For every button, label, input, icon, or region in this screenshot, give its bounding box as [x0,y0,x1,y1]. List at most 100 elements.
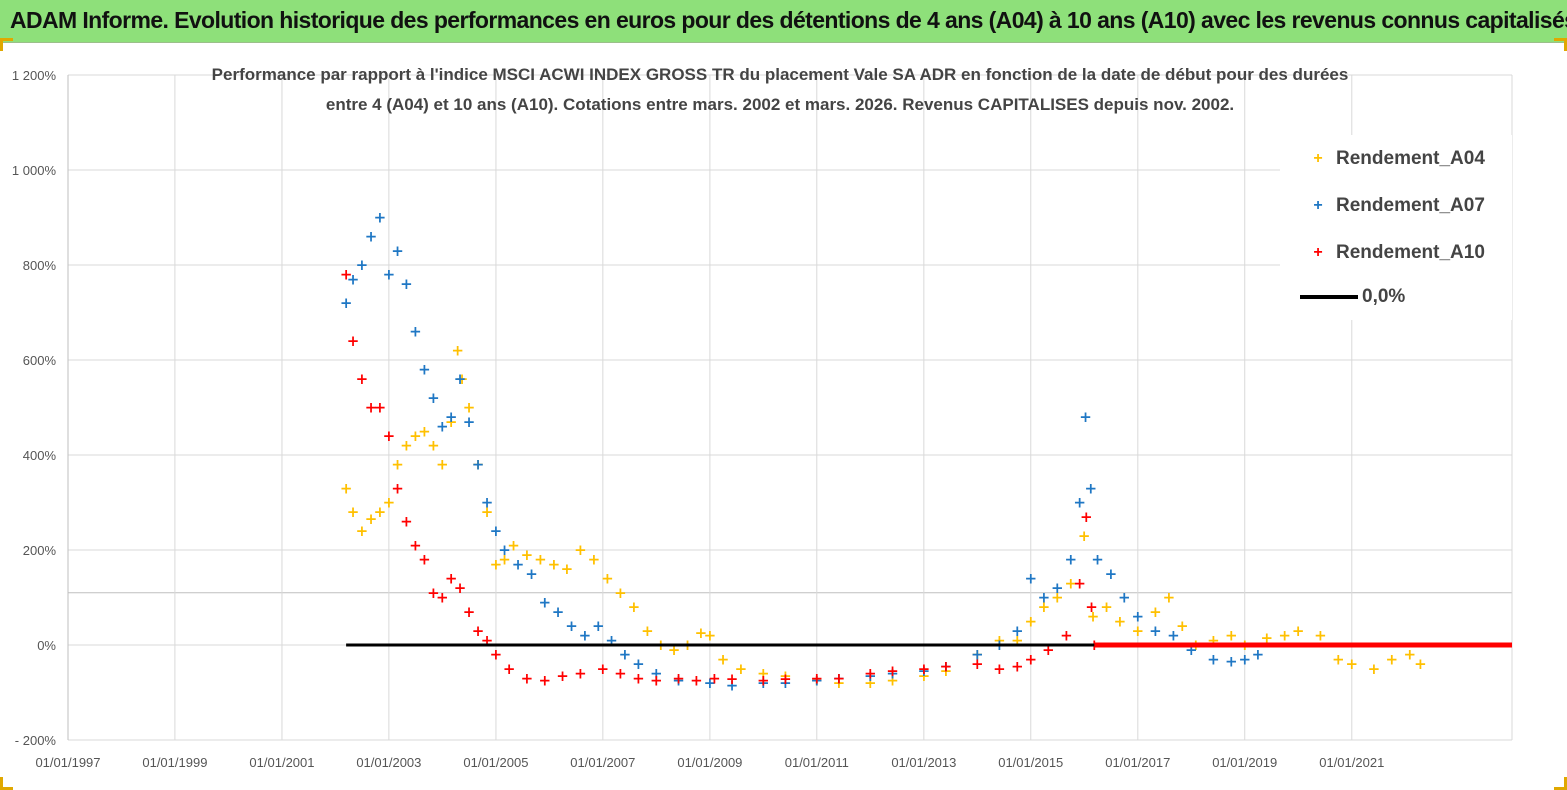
data-point-marker: + [490,555,503,573]
corner-mark [0,777,13,790]
data-point-marker: + [539,593,552,611]
data-point-marker: + [521,546,534,564]
data-point-marker: + [1163,589,1176,607]
data-point-marker: + [614,665,627,683]
data-point-marker: + [539,672,552,690]
data-point-marker: + [472,456,485,474]
x-tick-label: 01/01/2021 [1319,755,1384,770]
data-point-marker: + [347,503,360,521]
data-point-marker: + [1278,627,1291,645]
header-banner: ADAM Informe. Evolution historique des p… [0,0,1567,43]
data-point-marker: + [463,413,476,431]
data-point-marker: + [347,332,360,350]
x-tick-label: 01/01/2001 [249,755,314,770]
chart-title-line-2: entre 4 (A04) et 10 ans (A10). Cotations… [326,95,1234,114]
data-point-marker: + [454,579,467,597]
data-point-marker: + [971,655,984,673]
x-tick-label: 01/01/2007 [570,755,635,770]
data-point-marker: + [374,503,387,521]
data-point-marker: + [1060,627,1073,645]
data-point-marker: + [436,418,449,436]
data-point-marker: + [1207,650,1220,668]
data-point-marker: + [1024,612,1037,630]
plus-marker-icon: + [1313,244,1323,261]
data-point-marker: + [650,665,663,683]
data-point-marker: + [400,437,413,455]
chart-grid [67,74,1512,741]
series-rendement_a07: + + + + + + + + + + + + + + + + + + + + + + + + + + + + + + + + + + + + + + + +… [340,209,1264,695]
data-point-marker: + [427,389,440,407]
data-point-marker: + [1042,641,1055,659]
data-point-marker: + [1252,646,1265,664]
data-point-marker: + [1105,565,1118,583]
data-point-marker: + [383,494,396,512]
y-tick-label: - 200% [15,733,57,748]
legend-item-a07: + Rendement_A07 [1300,194,1485,218]
data-point-marker: + [1114,612,1127,630]
data-point-marker: + [340,479,353,497]
data-point-marker: + [503,660,516,678]
data-point-marker: + [695,624,708,642]
data-point-marker: + [391,456,404,474]
data-point-marker: + [690,672,703,690]
data-point-marker: + [1149,603,1162,621]
data-point-marker: + [383,266,396,284]
data-point-marker: + [864,667,877,685]
y-tick-label: 1 000% [12,163,57,178]
data-point-marker: + [534,551,547,569]
data-point-marker: + [400,513,413,531]
data-point-marker: + [1011,657,1024,675]
data-point-marker: + [556,667,569,685]
banner-title: ADAM Informe. Evolution historique des p… [10,7,1567,33]
data-point-marker: + [427,584,440,602]
data-point-marker: + [356,256,369,274]
data-point-marker: + [864,665,877,683]
data-point-marker: + [779,674,792,692]
data-point-marker: + [347,270,360,288]
data-point-marker: + [1091,551,1104,569]
data-point-marker: + [1414,655,1427,673]
data-point-marker: + [409,427,422,445]
y-tick-label: 400% [23,448,57,463]
data-point-marker: + [641,622,654,640]
data-point-marker: + [1038,589,1051,607]
data-point-marker: + [1038,598,1051,616]
data-point-marker: + [1080,508,1093,526]
data-point-marker: + [418,422,431,440]
data-point-marker: + [472,622,485,640]
data-point-marker: + [779,667,792,685]
data-point-marker: + [1024,650,1037,668]
data-point-marker: + [592,617,605,635]
y-tick-label: 800% [23,258,57,273]
data-point-marker: + [463,399,476,417]
x-tick-label: 01/01/2015 [998,755,1063,770]
series-rendement_a04: + + + + + + + + + + + + + + + + + + + + + + + + + + + + + + + + + + + + + + + +… [340,342,1427,693]
data-point-marker: + [833,674,846,692]
data-point-marker: + [552,603,565,621]
data-point-marker: + [1345,655,1358,673]
data-point-marker: + [374,209,387,227]
data-point-marker: + [512,555,525,573]
data-point-marker: + [436,456,449,474]
data-point-marker: + [340,266,353,284]
data-point-marker: + [1403,646,1416,664]
data-point-marker: + [454,370,467,388]
data-point-marker: + [1261,629,1274,647]
data-point-marker: + [605,631,618,649]
data-point-marker: + [1078,527,1091,545]
data-point-marker: + [436,589,449,607]
legend-item-a10: + Rendement_A10 [1300,241,1485,265]
data-point-marker: + [1073,574,1086,592]
data-point-marker: + [1051,579,1064,597]
legend-label: 0,0% [1362,286,1406,307]
data-point-marker: + [1292,622,1305,640]
data-point-marker: + [601,570,614,588]
data-point-marker: + [490,522,503,540]
data-point-marker: + [498,551,511,569]
x-tick-label: 01/01/2003 [356,755,421,770]
data-point-marker: + [574,665,587,683]
data-point-marker: + [886,672,899,690]
x-tick-label: 01/01/2009 [677,755,742,770]
data-point-marker: + [672,669,685,687]
